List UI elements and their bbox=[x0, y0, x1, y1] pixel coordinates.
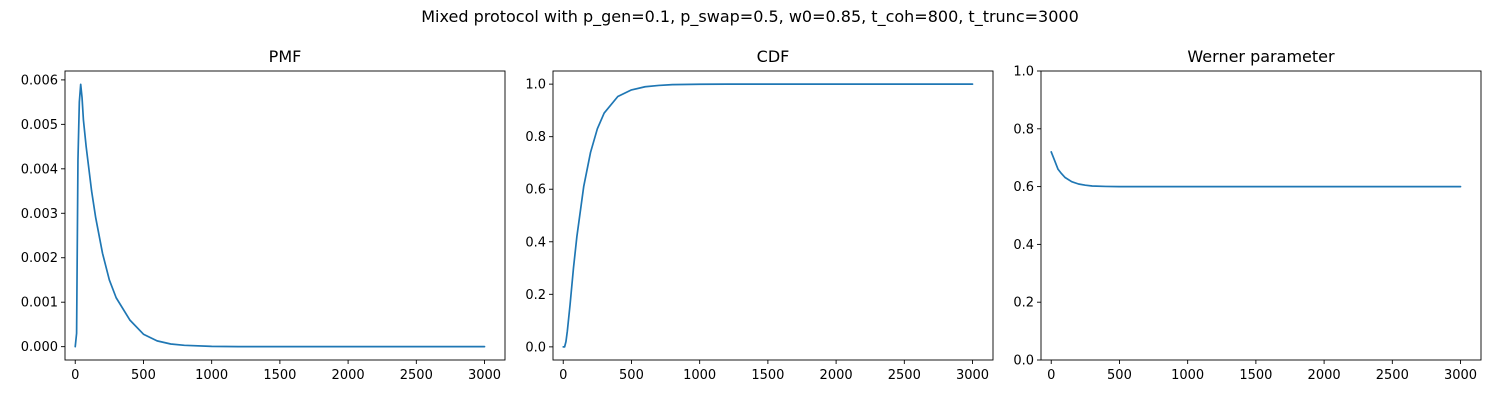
x-tick-label-werner-4: 2000 bbox=[1308, 368, 1341, 383]
x-tick-label-cdf-5: 2500 bbox=[888, 368, 921, 383]
x-tick-label-cdf-6: 3000 bbox=[956, 368, 989, 383]
y-tick-label-cdf-3: 0.6 bbox=[525, 183, 546, 198]
series-line-pmf-0 bbox=[74, 83, 486, 348]
axes-frame-pmf bbox=[64, 70, 506, 361]
axes-frame-cdf bbox=[552, 70, 994, 361]
x-tick-label-werner-6: 3000 bbox=[1444, 368, 1477, 383]
x-tick-label-pmf-3: 1500 bbox=[263, 368, 296, 383]
x-tick-label-cdf-3: 1500 bbox=[751, 368, 784, 383]
y-tick-label-werner-4: 0.8 bbox=[1013, 122, 1034, 137]
y-tick-label-pmf-0: 0.000 bbox=[21, 340, 58, 355]
y-tick-label-pmf-3: 0.003 bbox=[21, 207, 58, 222]
axes-title-werner: Werner parameter bbox=[1187, 47, 1335, 66]
y-tick-label-cdf-4: 0.8 bbox=[525, 130, 546, 145]
series-line-werner-0 bbox=[1050, 151, 1462, 188]
x-tick-label-werner-3: 1500 bbox=[1239, 368, 1272, 383]
axes-frame-werner bbox=[1040, 70, 1482, 361]
x-tick-label-pmf-2: 1000 bbox=[195, 368, 228, 383]
axes-werner: Werner parameter 0 500 1000 1500 2000 2500 3000… bbox=[1013, 47, 1482, 383]
x-tick-label-cdf-4: 2000 bbox=[820, 368, 853, 383]
x-tick-label-werner-5: 2500 bbox=[1376, 368, 1409, 383]
y-tick-label-pmf-1: 0.001 bbox=[21, 296, 58, 311]
axes-cdf: CDF 0 500 1000 1500 2000 2500 3000 0.0 0.2 0.4 0.6 0… bbox=[525, 47, 994, 383]
y-tick-label-pmf-6: 0.006 bbox=[21, 73, 58, 88]
y-tick-label-werner-5: 1.0 bbox=[1013, 65, 1034, 80]
axes-title-pmf: PMF bbox=[269, 47, 302, 66]
y-tick-label-werner-1: 0.2 bbox=[1013, 296, 1034, 311]
y-tick-label-werner-3: 0.6 bbox=[1013, 180, 1034, 195]
axes-title-cdf: CDF bbox=[757, 47, 790, 66]
y-tick-label-werner-0: 0.0 bbox=[1013, 354, 1034, 369]
y-tick-label-pmf-2: 0.002 bbox=[21, 251, 58, 266]
y-tick-label-cdf-1: 0.2 bbox=[525, 288, 546, 303]
x-tick-label-cdf-1: 500 bbox=[619, 368, 644, 383]
axes-pmf: PMF 0 500 1000 1500 2000 2500 3000 0.000 0.001 0.0… bbox=[21, 47, 506, 383]
x-tick-label-werner-0: 0 bbox=[1047, 368, 1055, 383]
y-tick-label-cdf-0: 0.0 bbox=[525, 340, 546, 355]
figure-suptitle: Mixed protocol with p_gen=0.1, p_swap=0.… bbox=[421, 7, 1079, 27]
x-tick-label-werner-2: 1000 bbox=[1171, 368, 1204, 383]
y-tick-label-werner-2: 0.4 bbox=[1013, 238, 1034, 253]
x-tick-label-cdf-0: 0 bbox=[559, 368, 567, 383]
x-tick-label-pmf-6: 3000 bbox=[468, 368, 501, 383]
x-tick-label-pmf-0: 0 bbox=[71, 368, 79, 383]
x-tick-label-pmf-4: 2000 bbox=[332, 368, 365, 383]
series-line-cdf-0 bbox=[562, 83, 974, 348]
x-tick-label-cdf-2: 1000 bbox=[683, 368, 716, 383]
y-tick-label-pmf-5: 0.005 bbox=[21, 118, 58, 133]
x-tick-label-werner-1: 500 bbox=[1107, 368, 1132, 383]
y-tick-label-pmf-4: 0.004 bbox=[21, 162, 58, 177]
y-tick-label-cdf-5: 1.0 bbox=[525, 78, 546, 93]
x-tick-label-pmf-5: 2500 bbox=[400, 368, 433, 383]
y-tick-label-cdf-2: 0.4 bbox=[525, 235, 546, 250]
x-tick-label-pmf-1: 500 bbox=[131, 368, 156, 383]
